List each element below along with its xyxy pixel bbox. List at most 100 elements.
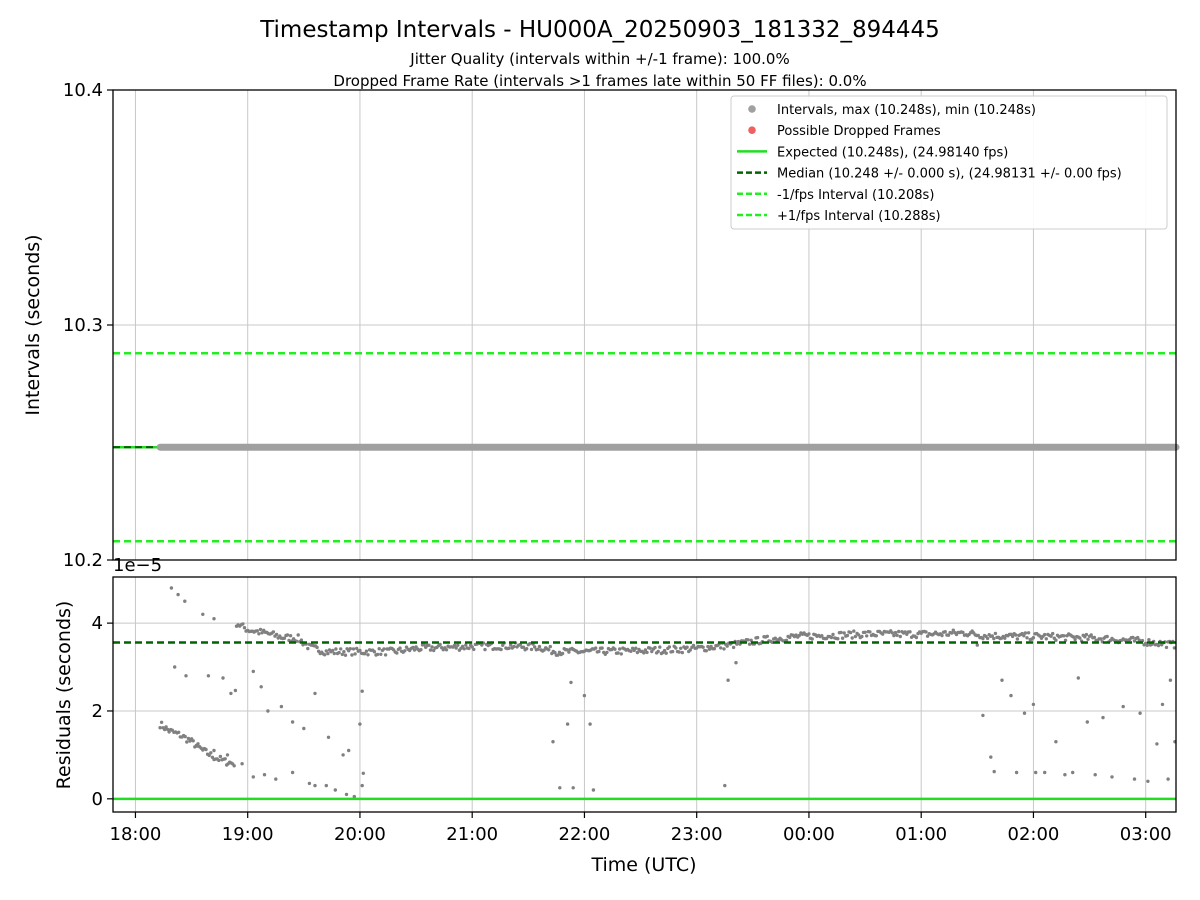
chart-subtitle-jitter: Jitter Quality (intervals within +/-1 fr… — [409, 50, 789, 68]
residual-point — [339, 647, 343, 651]
residual-point — [257, 632, 261, 636]
residual-outlier-point — [352, 794, 356, 799]
residual-point — [355, 646, 359, 651]
residual-outlier-point — [184, 674, 188, 678]
residual-point — [836, 637, 840, 641]
residual-point — [556, 653, 560, 657]
residual-point — [831, 632, 835, 637]
residual-point — [185, 740, 189, 744]
residual-outlier-point — [201, 612, 205, 616]
residual-point — [635, 650, 640, 655]
time-x-tick-label: 19:00 — [222, 824, 274, 845]
residual-point — [784, 638, 789, 642]
legend-label: Intervals, max (10.248s), min (10.248s) — [777, 103, 1036, 118]
residual-point — [1023, 631, 1028, 635]
residual-point — [839, 630, 843, 635]
legend-label: -1/fps Interval (10.208s) — [777, 188, 934, 203]
residuals-y-axis-label: Residuals (seconds) — [53, 601, 75, 790]
residual-outlier-point — [212, 617, 216, 621]
residual-outlier-point — [176, 592, 180, 597]
residual-outlier-point — [1076, 676, 1081, 680]
time-x-ticks: 18:00 19:00 20:00 21:00 22:00 23:00 00:00 01:00… — [110, 812, 1172, 845]
residual-point — [898, 634, 902, 639]
residual-point — [1145, 643, 1150, 647]
residual-point — [820, 634, 824, 638]
residual-point — [334, 647, 338, 651]
residual-point — [1063, 638, 1068, 642]
residual-point — [788, 635, 792, 640]
residual-point — [560, 651, 565, 656]
residual-point — [597, 649, 601, 654]
residual-point — [946, 633, 951, 637]
residual-point — [653, 645, 657, 650]
residual-point — [662, 648, 667, 653]
residual-point — [537, 644, 542, 649]
residual-point — [1172, 646, 1177, 650]
legend-marker — [748, 105, 756, 113]
residual-outlier-point — [1009, 693, 1013, 698]
residual-outlier-point — [1022, 711, 1027, 715]
residual-outlier-point — [341, 753, 345, 757]
residual-point — [1025, 636, 1029, 640]
residual-point — [383, 653, 388, 657]
residual-outlier-point — [1101, 715, 1105, 720]
residual-outlier-point — [1132, 777, 1137, 781]
residual-outlier-point — [225, 753, 230, 757]
residual-point — [177, 730, 181, 734]
residual-point — [746, 638, 750, 642]
residual-point — [1136, 635, 1140, 640]
legend-marker — [748, 126, 756, 134]
residual-point — [807, 632, 811, 636]
residual-point — [650, 649, 654, 654]
residual-point — [422, 643, 426, 647]
residual-outlier-point — [251, 775, 255, 779]
residual-point — [567, 650, 571, 654]
residual-outlier-point — [975, 643, 979, 647]
residual-point — [634, 646, 638, 650]
residual-point — [499, 647, 503, 652]
time-x-tick-label: 23:00 — [671, 824, 723, 845]
residual-point — [881, 632, 885, 636]
residual-point — [483, 647, 487, 652]
residual-point — [857, 633, 861, 637]
residual-point — [258, 627, 263, 632]
residual-point — [501, 643, 505, 647]
residual-point — [1014, 633, 1018, 637]
residual-outlier-point — [183, 599, 187, 603]
residual-point — [613, 647, 617, 651]
residual-point — [512, 644, 516, 649]
residual-outlier-point — [734, 661, 738, 665]
residual-point — [382, 647, 386, 651]
residual-point — [940, 633, 944, 638]
residual-outlier-point — [1031, 702, 1036, 707]
residual-outlier-point — [313, 783, 317, 788]
residual-point — [411, 645, 415, 650]
residual-point — [1049, 634, 1053, 638]
residual-point — [159, 720, 164, 724]
residual-outlier-point — [169, 586, 174, 590]
residual-outlier-point — [173, 665, 177, 669]
residual-outlier-point — [290, 720, 295, 724]
residual-point — [162, 727, 167, 732]
time-x-axis-label: Time (UTC) — [590, 854, 696, 876]
residual-outlier-point — [333, 788, 337, 792]
residual-point — [299, 638, 304, 642]
residual-point — [993, 631, 998, 636]
residual-point — [285, 633, 290, 637]
residual-point — [372, 650, 377, 654]
residual-point — [419, 648, 423, 652]
residual-point — [951, 628, 955, 632]
residual-outlier-point — [726, 678, 730, 682]
residual-point — [1105, 634, 1109, 639]
intervals-y-tick-label: 10.3 — [63, 315, 103, 336]
residual-outlier-point — [569, 680, 573, 685]
residual-point — [848, 630, 853, 635]
residual-point — [1062, 634, 1066, 638]
residuals-y-tick-label: 4 — [92, 613, 103, 634]
residual-point — [1031, 636, 1036, 640]
residual-point — [363, 652, 367, 656]
residual-outlier-point — [361, 771, 365, 775]
residual-point — [306, 646, 310, 651]
residual-point — [1022, 634, 1026, 638]
residual-point — [377, 647, 381, 651]
